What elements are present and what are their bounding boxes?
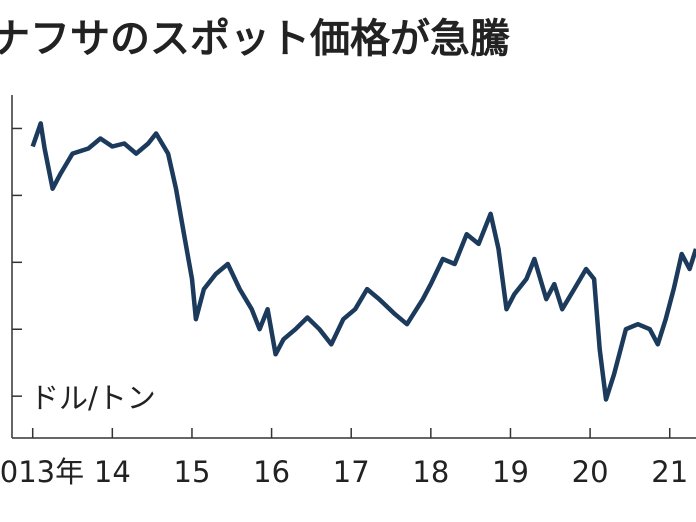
x-tick-label: 19: [492, 455, 529, 489]
x-tick-label: 20: [572, 455, 609, 489]
x-tick-label: 15: [174, 455, 211, 489]
x-tick-label: 16: [253, 455, 290, 489]
x-tick-label: 17: [333, 455, 370, 489]
x-tick-label: 14: [94, 455, 131, 489]
x-tick-label: 21: [651, 455, 688, 489]
x-tick-label: 2013年: [0, 455, 84, 489]
x-tick-label: 18: [412, 455, 449, 489]
unit-label: ドル/トン: [30, 381, 156, 415]
chart-title: ナフサのスポット価格が急騰: [0, 16, 510, 62]
price-line: [30, 121, 696, 402]
